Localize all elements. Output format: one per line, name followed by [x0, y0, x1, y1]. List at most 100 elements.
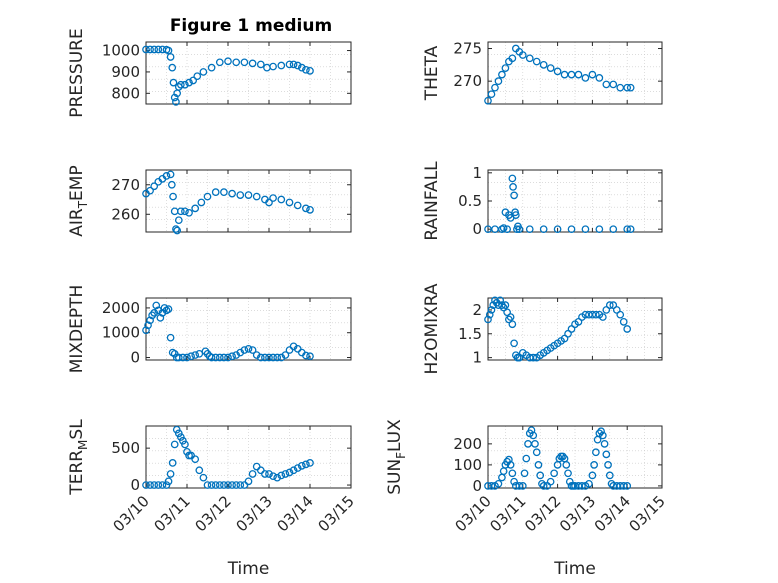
axes-box — [145, 169, 352, 233]
data-point — [248, 346, 257, 354]
data-point — [485, 310, 494, 319]
data-point — [193, 72, 202, 81]
data-point — [623, 83, 632, 92]
data-point — [532, 448, 541, 457]
y-axis-label-main: H2OMIXRA — [422, 283, 442, 374]
data-point — [525, 225, 534, 234]
data-point — [588, 70, 597, 79]
data-point — [487, 90, 496, 99]
data-point — [179, 353, 187, 362]
y-axis-label: H2OMIXRA — [422, 283, 442, 374]
y-tick-label: 1000 — [102, 42, 140, 60]
y-tick-label: 0 — [472, 220, 482, 238]
data-point — [539, 482, 548, 490]
data-point — [626, 83, 635, 92]
axes-box — [145, 297, 352, 361]
y-axis-label-tail: SL — [67, 419, 87, 440]
data-point — [179, 436, 187, 445]
data-point — [162, 172, 171, 180]
data-point — [574, 70, 583, 79]
data-point — [487, 306, 496, 314]
data-point — [199, 473, 208, 482]
data-point — [604, 461, 612, 469]
data-point — [228, 352, 236, 361]
data-point — [494, 77, 503, 86]
y-tick-label: 275 — [453, 40, 482, 58]
data-point — [597, 427, 605, 436]
data-point — [191, 351, 200, 359]
data-point — [277, 61, 286, 70]
data-point — [511, 211, 520, 219]
axes-box — [487, 297, 663, 361]
data-point — [306, 459, 314, 467]
y-axis-label: AIRTEMP — [67, 165, 90, 236]
data-point — [498, 70, 506, 79]
data-point — [553, 67, 562, 76]
data-point — [220, 353, 228, 362]
data-point — [590, 461, 598, 469]
data-point — [166, 333, 175, 342]
data-point — [162, 481, 171, 489]
series-markers — [484, 426, 632, 490]
y-tick-label: 900 — [111, 63, 140, 81]
data-point — [281, 470, 290, 478]
data-point — [302, 460, 310, 469]
data-point — [484, 96, 492, 105]
data-point — [197, 198, 206, 207]
data-point — [232, 58, 241, 67]
y-tick-label: 200 — [453, 435, 482, 453]
data-point — [619, 482, 628, 490]
y-axis-label: RAINFALL — [422, 161, 442, 241]
y-axis-label: MIXDEPTH — [67, 285, 87, 374]
data-point — [588, 471, 597, 480]
data-point — [550, 469, 558, 478]
data-point — [172, 225, 180, 233]
data-point — [501, 64, 510, 72]
data-point — [277, 471, 286, 480]
y-axis-label-main: RAINFALL — [422, 161, 442, 241]
data-point — [199, 68, 208, 76]
data-point — [567, 225, 576, 234]
data-point — [605, 471, 614, 480]
data-point — [494, 479, 503, 488]
series-markers — [484, 44, 635, 105]
data-point — [167, 180, 176, 189]
data-point — [553, 225, 562, 234]
data-point — [142, 481, 150, 489]
data-point — [269, 194, 277, 202]
data-point — [236, 191, 245, 199]
data-point — [169, 192, 177, 201]
y-tick-label: 0 — [130, 476, 140, 494]
data-point — [518, 482, 527, 490]
data-point — [525, 54, 534, 63]
data-point — [505, 455, 513, 464]
data-point — [539, 60, 548, 69]
data-point — [158, 481, 167, 489]
data-point — [297, 462, 306, 470]
y-tick-label: 1 — [472, 164, 482, 182]
axes-box — [145, 425, 352, 489]
data-point — [578, 482, 586, 490]
y-axis-label: THETA — [422, 45, 442, 101]
data-point — [536, 471, 545, 480]
data-point — [265, 353, 273, 362]
data-point — [518, 51, 527, 59]
data-point — [508, 320, 517, 329]
data-point — [626, 225, 635, 234]
data-point — [562, 461, 571, 469]
data-point — [546, 477, 555, 486]
data-point — [174, 429, 183, 438]
y-tick-label: 0 — [130, 349, 140, 367]
data-point — [510, 339, 518, 348]
data-point — [177, 80, 185, 89]
data-point — [499, 224, 508, 232]
y-tick-label: 0.5 — [458, 192, 482, 210]
series-markers — [142, 301, 314, 362]
data-point — [484, 315, 492, 324]
y-axis-label-tail: LUX — [385, 419, 405, 452]
data-point — [520, 469, 529, 478]
data-point — [285, 468, 294, 477]
data-point — [602, 450, 611, 459]
data-point — [220, 188, 228, 196]
data-point — [515, 482, 524, 490]
